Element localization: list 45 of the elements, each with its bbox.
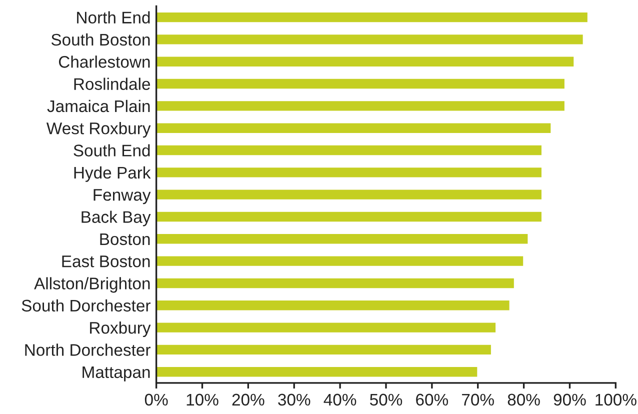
x-tick-label: 20% — [232, 394, 264, 406]
bar — [156, 188, 543, 201]
y-tick-label: Boston — [100, 233, 150, 246]
x-tick-label: 0% — [144, 394, 168, 406]
y-tick-label: Allston/Brighton — [34, 277, 150, 293]
x-tick-label: 90% — [554, 394, 586, 406]
bar — [156, 55, 576, 68]
bar — [156, 210, 543, 223]
y-tick-label: North End — [77, 11, 150, 24]
bar — [156, 144, 543, 156]
x-tick-label: 60% — [416, 394, 448, 406]
y-tick-label: West Roxbury — [46, 122, 151, 138]
bar — [156, 343, 492, 356]
y-tick-label: Back Bay — [82, 210, 151, 226]
y-tick-label: Roslindale — [74, 78, 150, 90]
x-tick-label: 50% — [370, 394, 402, 406]
y-tick-label: South End — [74, 144, 150, 156]
bar — [156, 122, 552, 134]
x-tick-label: 70% — [462, 394, 494, 406]
bar — [156, 78, 566, 90]
y-tick-label: South Boston — [51, 33, 150, 46]
bar — [156, 166, 543, 179]
y-tick-label: Hyde Park — [74, 166, 151, 182]
bar — [156, 11, 589, 24]
bar — [156, 299, 511, 312]
y-tick-label: Charlestown — [58, 56, 150, 68]
bar — [156, 254, 524, 268]
x-tick-label: 30% — [278, 394, 310, 406]
x-tick-label: 80% — [508, 394, 540, 406]
x-tick-label: 40% — [324, 394, 356, 406]
bar — [156, 232, 530, 246]
bar — [156, 321, 497, 334]
x-tick-label: 100% — [596, 394, 636, 406]
y-tick-label: Roxbury — [90, 322, 151, 338]
y-tick-label: South Dorchester — [22, 299, 150, 312]
y-tick-label: Fenway — [94, 189, 151, 204]
y-tick-label: North Dorchester — [25, 344, 150, 356]
bar — [156, 366, 479, 378]
bar — [156, 276, 516, 290]
bar — [156, 33, 584, 46]
bar — [156, 100, 566, 112]
y-tick-label: Jamaica Plain — [47, 100, 150, 112]
y-tick-label: Mattapan — [82, 366, 150, 382]
y-tick-label: East Boston — [62, 256, 150, 268]
x-tick-label: 10% — [186, 394, 218, 406]
